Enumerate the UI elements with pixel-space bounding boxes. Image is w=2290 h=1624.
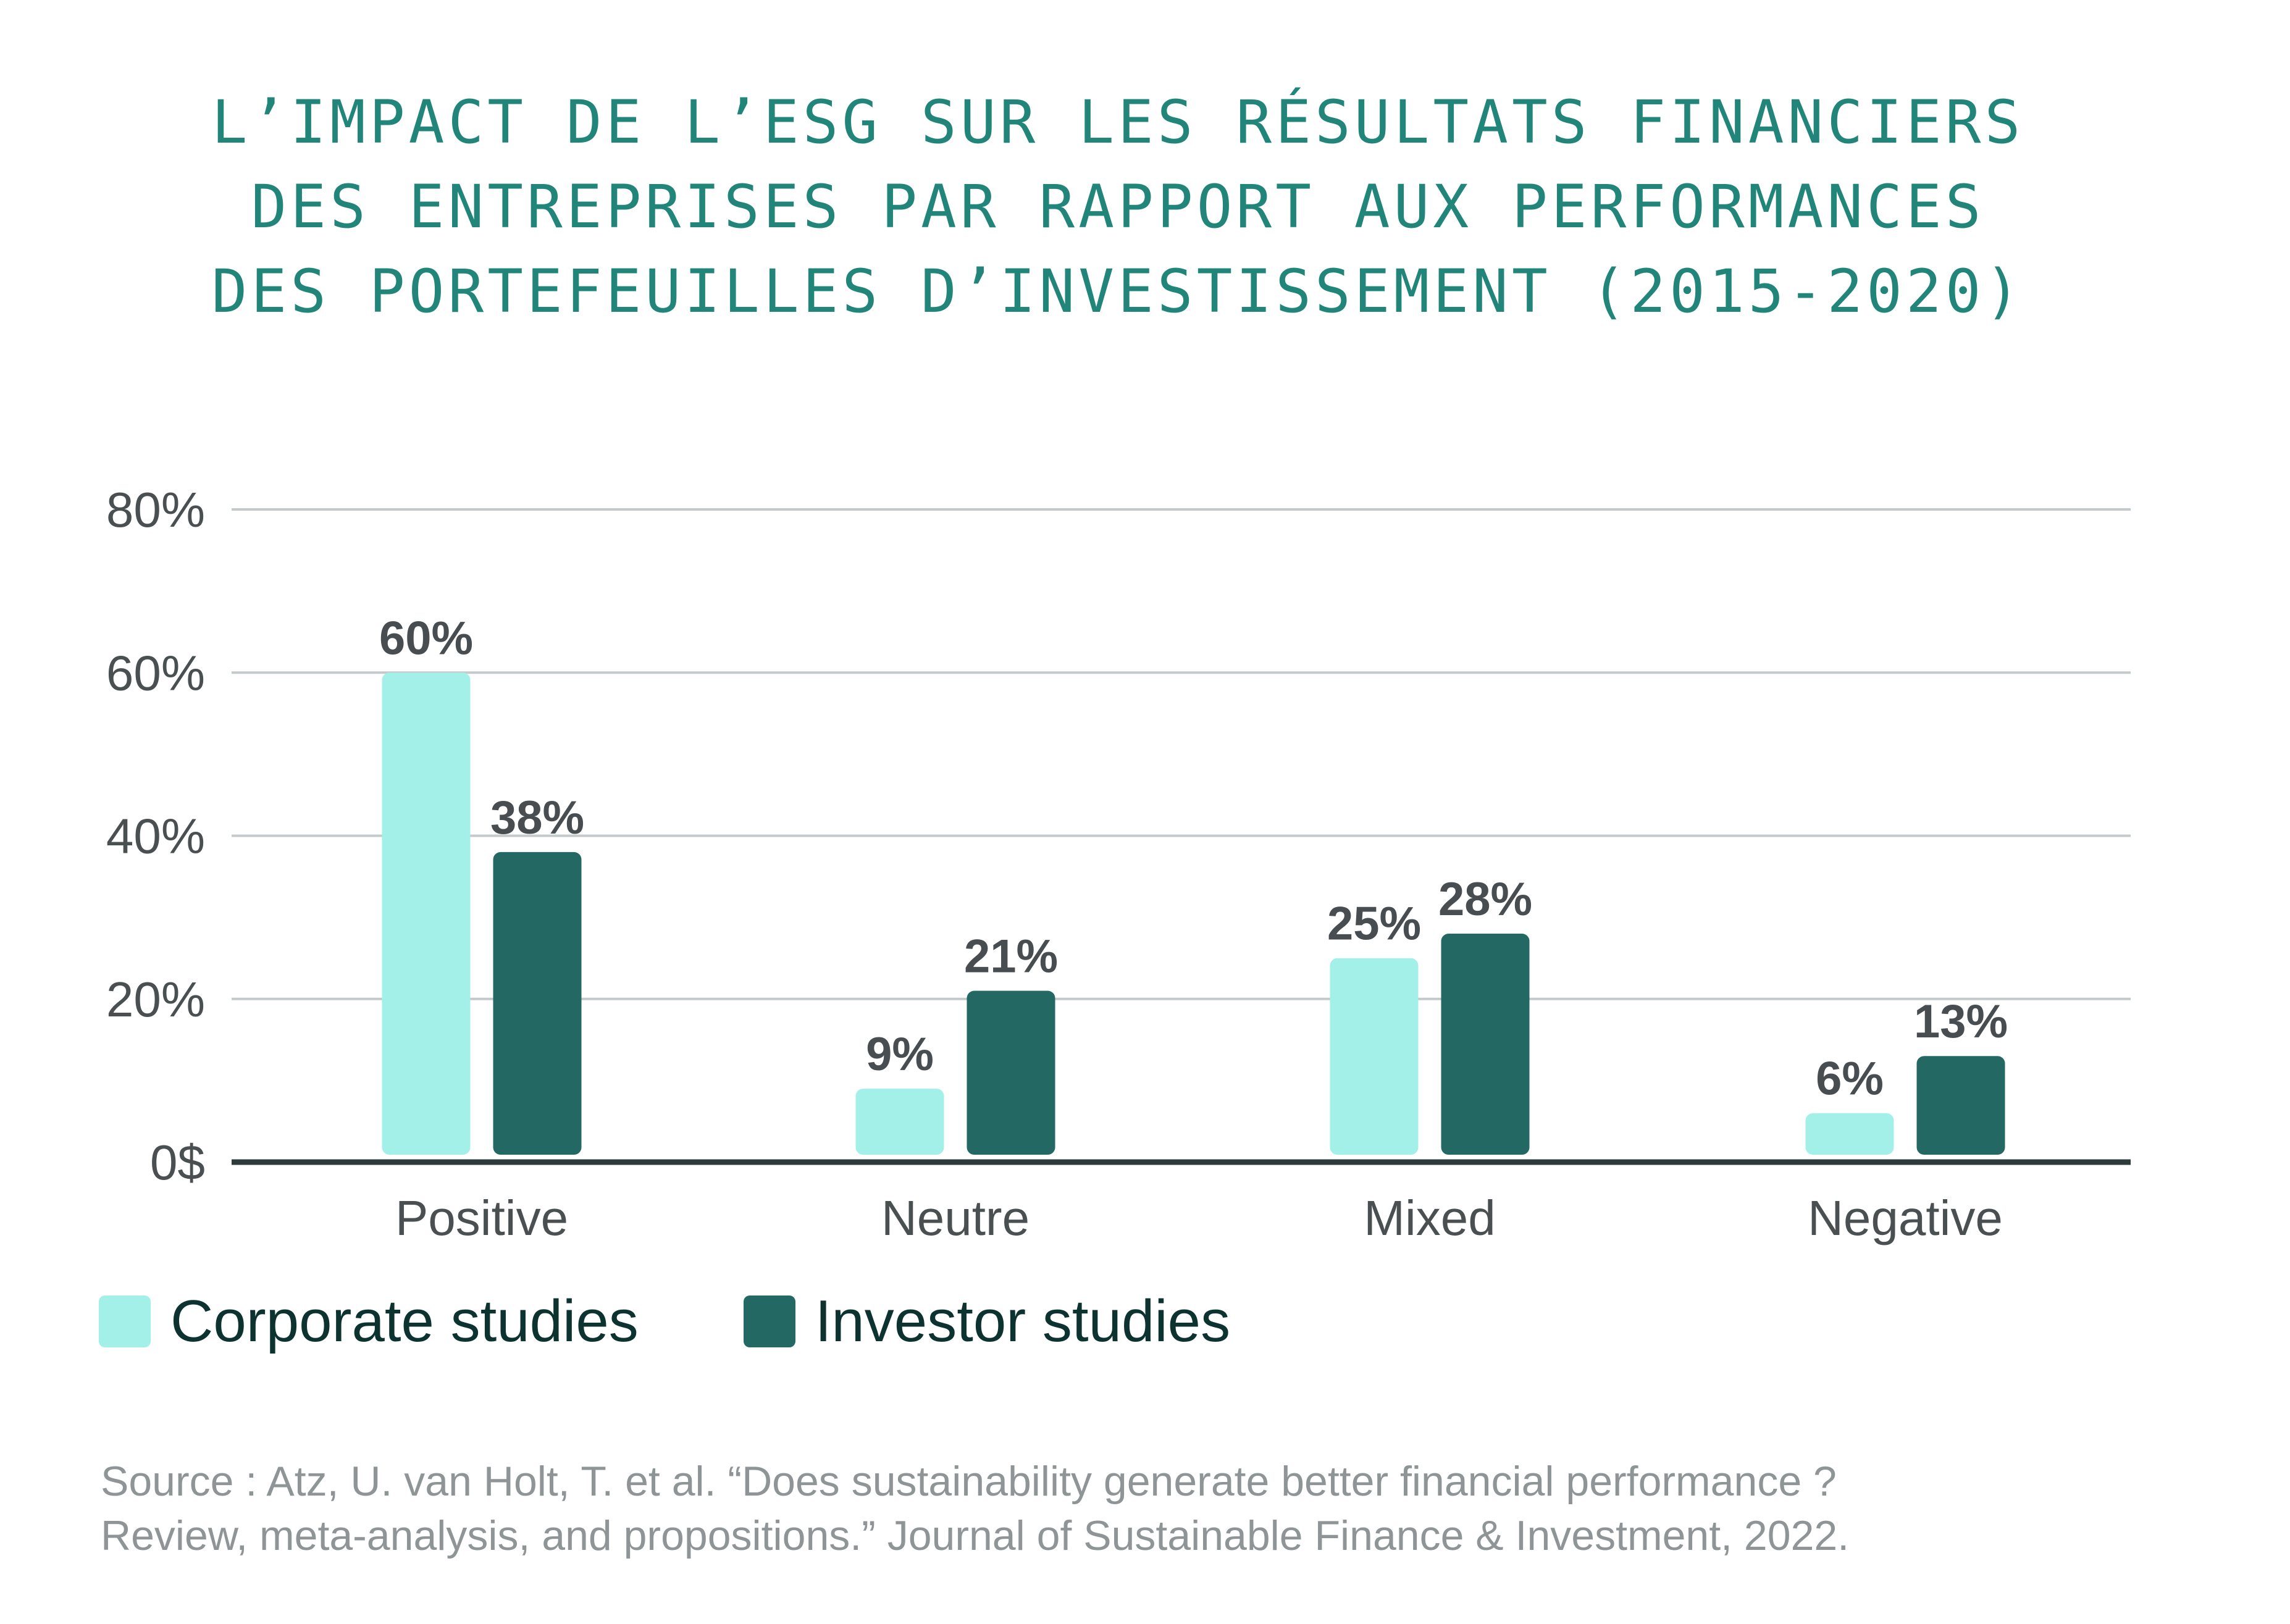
- y-tick-label-20: 20%: [106, 972, 205, 1027]
- x-tick-label-positive: Positive: [395, 1191, 568, 1245]
- data-label-neutre-investor: 21%: [964, 931, 1058, 983]
- data-label-negative-investor: 13%: [1914, 995, 2008, 1048]
- bar-mixed-corporate: [1330, 958, 1419, 1155]
- legend-item-corporate: Corporate studies: [99, 1287, 639, 1355]
- data-label-mixed-investor: 28%: [1438, 873, 1532, 926]
- source-note: Source : Atz, U. van Holt, T. et al. “Do…: [101, 1454, 2200, 1563]
- x-tick-label-negative: Negative: [1808, 1191, 2003, 1245]
- legend-swatch-investor: [743, 1295, 795, 1347]
- data-label-negative-corporate: 6%: [1816, 1053, 1884, 1105]
- legend-label-investor: Investor studies: [815, 1288, 1231, 1354]
- x-tick-label-mixed: Mixed: [1364, 1191, 1495, 1245]
- y-tick-label-80: 80%: [106, 482, 205, 537]
- source-line-2: Review, meta-analysis, and propositions.…: [101, 1512, 1850, 1559]
- data-label-positive-corporate: 60%: [379, 612, 473, 664]
- bar-neutre-corporate: [855, 1089, 944, 1155]
- x-tick-label-neutre: Neutre: [881, 1191, 1030, 1245]
- chart-title: L’IMPACT DE L’ESG SUR LES RÉSULTATS FINA…: [0, 80, 2236, 334]
- legend-label-corporate: Corporate studies: [170, 1288, 639, 1354]
- title-line-1: L’IMPACT DE L’ESG SUR LES RÉSULTATS FINA…: [211, 88, 2024, 157]
- title-line-3: DES PORTEFEUILLES D’INVESTISSEMENT (2015…: [211, 257, 2024, 326]
- y-tick-label-60: 60%: [106, 645, 205, 700]
- title-line-2: DES ENTREPRISES PAR RAPPORT AUX PERFORMA…: [251, 172, 1985, 241]
- bar-negative-corporate: [1805, 1113, 1894, 1155]
- chart-legend: Corporate studies Investor studies: [99, 1287, 1335, 1355]
- bar-negative-investor: [1916, 1056, 2005, 1155]
- bar-neutre-investor: [967, 990, 1055, 1155]
- legend-item-investor: Investor studies: [743, 1287, 1231, 1355]
- source-line-1: Source : Atz, U. van Holt, T. et al. “Do…: [101, 1458, 1837, 1505]
- y-tick-label-40: 40%: [106, 809, 205, 864]
- data-label-neutre-corporate: 9%: [866, 1028, 934, 1081]
- data-label-mixed-corporate: 25%: [1327, 898, 1421, 950]
- bar-positive-corporate: [382, 672, 471, 1155]
- bar-positive-investor: [493, 852, 582, 1155]
- y-tick-label-0: 0$: [150, 1135, 205, 1190]
- data-label-positive-investor: 38%: [490, 792, 584, 844]
- bar-mixed-investor: [1441, 934, 1530, 1155]
- legend-swatch-corporate: [99, 1295, 151, 1347]
